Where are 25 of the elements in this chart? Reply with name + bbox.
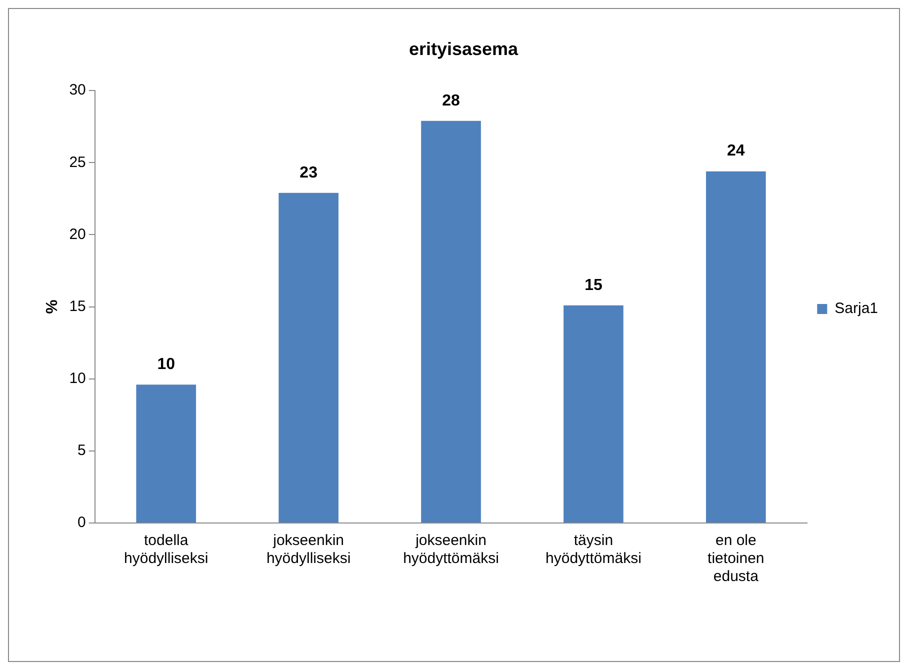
x-tick-label: todella hyödylliseksi xyxy=(124,532,208,568)
x-tick-label: täysin hyödyttömäksi xyxy=(546,532,642,568)
data-label: 10 xyxy=(157,356,176,374)
bar xyxy=(278,192,338,522)
y-tick-label: 25 xyxy=(69,154,86,171)
y-tick-label: 30 xyxy=(69,82,86,99)
x-tick-label: jokseenkin hyödyttömäksi xyxy=(403,532,499,568)
bar xyxy=(564,305,624,522)
data-label: 24 xyxy=(727,142,745,160)
x-tick-label: jokseenkin hyödylliseksi xyxy=(266,532,351,568)
y-tick-label: 0 xyxy=(78,514,86,532)
chart-title: erityisasema xyxy=(408,38,520,59)
y-tick-label: 10 xyxy=(69,370,86,388)
bar xyxy=(421,120,481,522)
x-tick-label: en ole tietoinen edusta xyxy=(708,532,764,586)
y-tick-label: 5 xyxy=(78,442,86,460)
y-tick-label: 15 xyxy=(69,298,86,315)
data-label: 23 xyxy=(300,164,318,182)
data-label: 28 xyxy=(442,92,460,110)
legend-label: Sarja1 xyxy=(834,300,878,318)
data-label: 15 xyxy=(584,276,602,294)
bar xyxy=(136,384,196,522)
y-tick-label: 20 xyxy=(69,226,86,243)
bar xyxy=(706,171,766,522)
y-axis-title: % xyxy=(44,300,62,314)
